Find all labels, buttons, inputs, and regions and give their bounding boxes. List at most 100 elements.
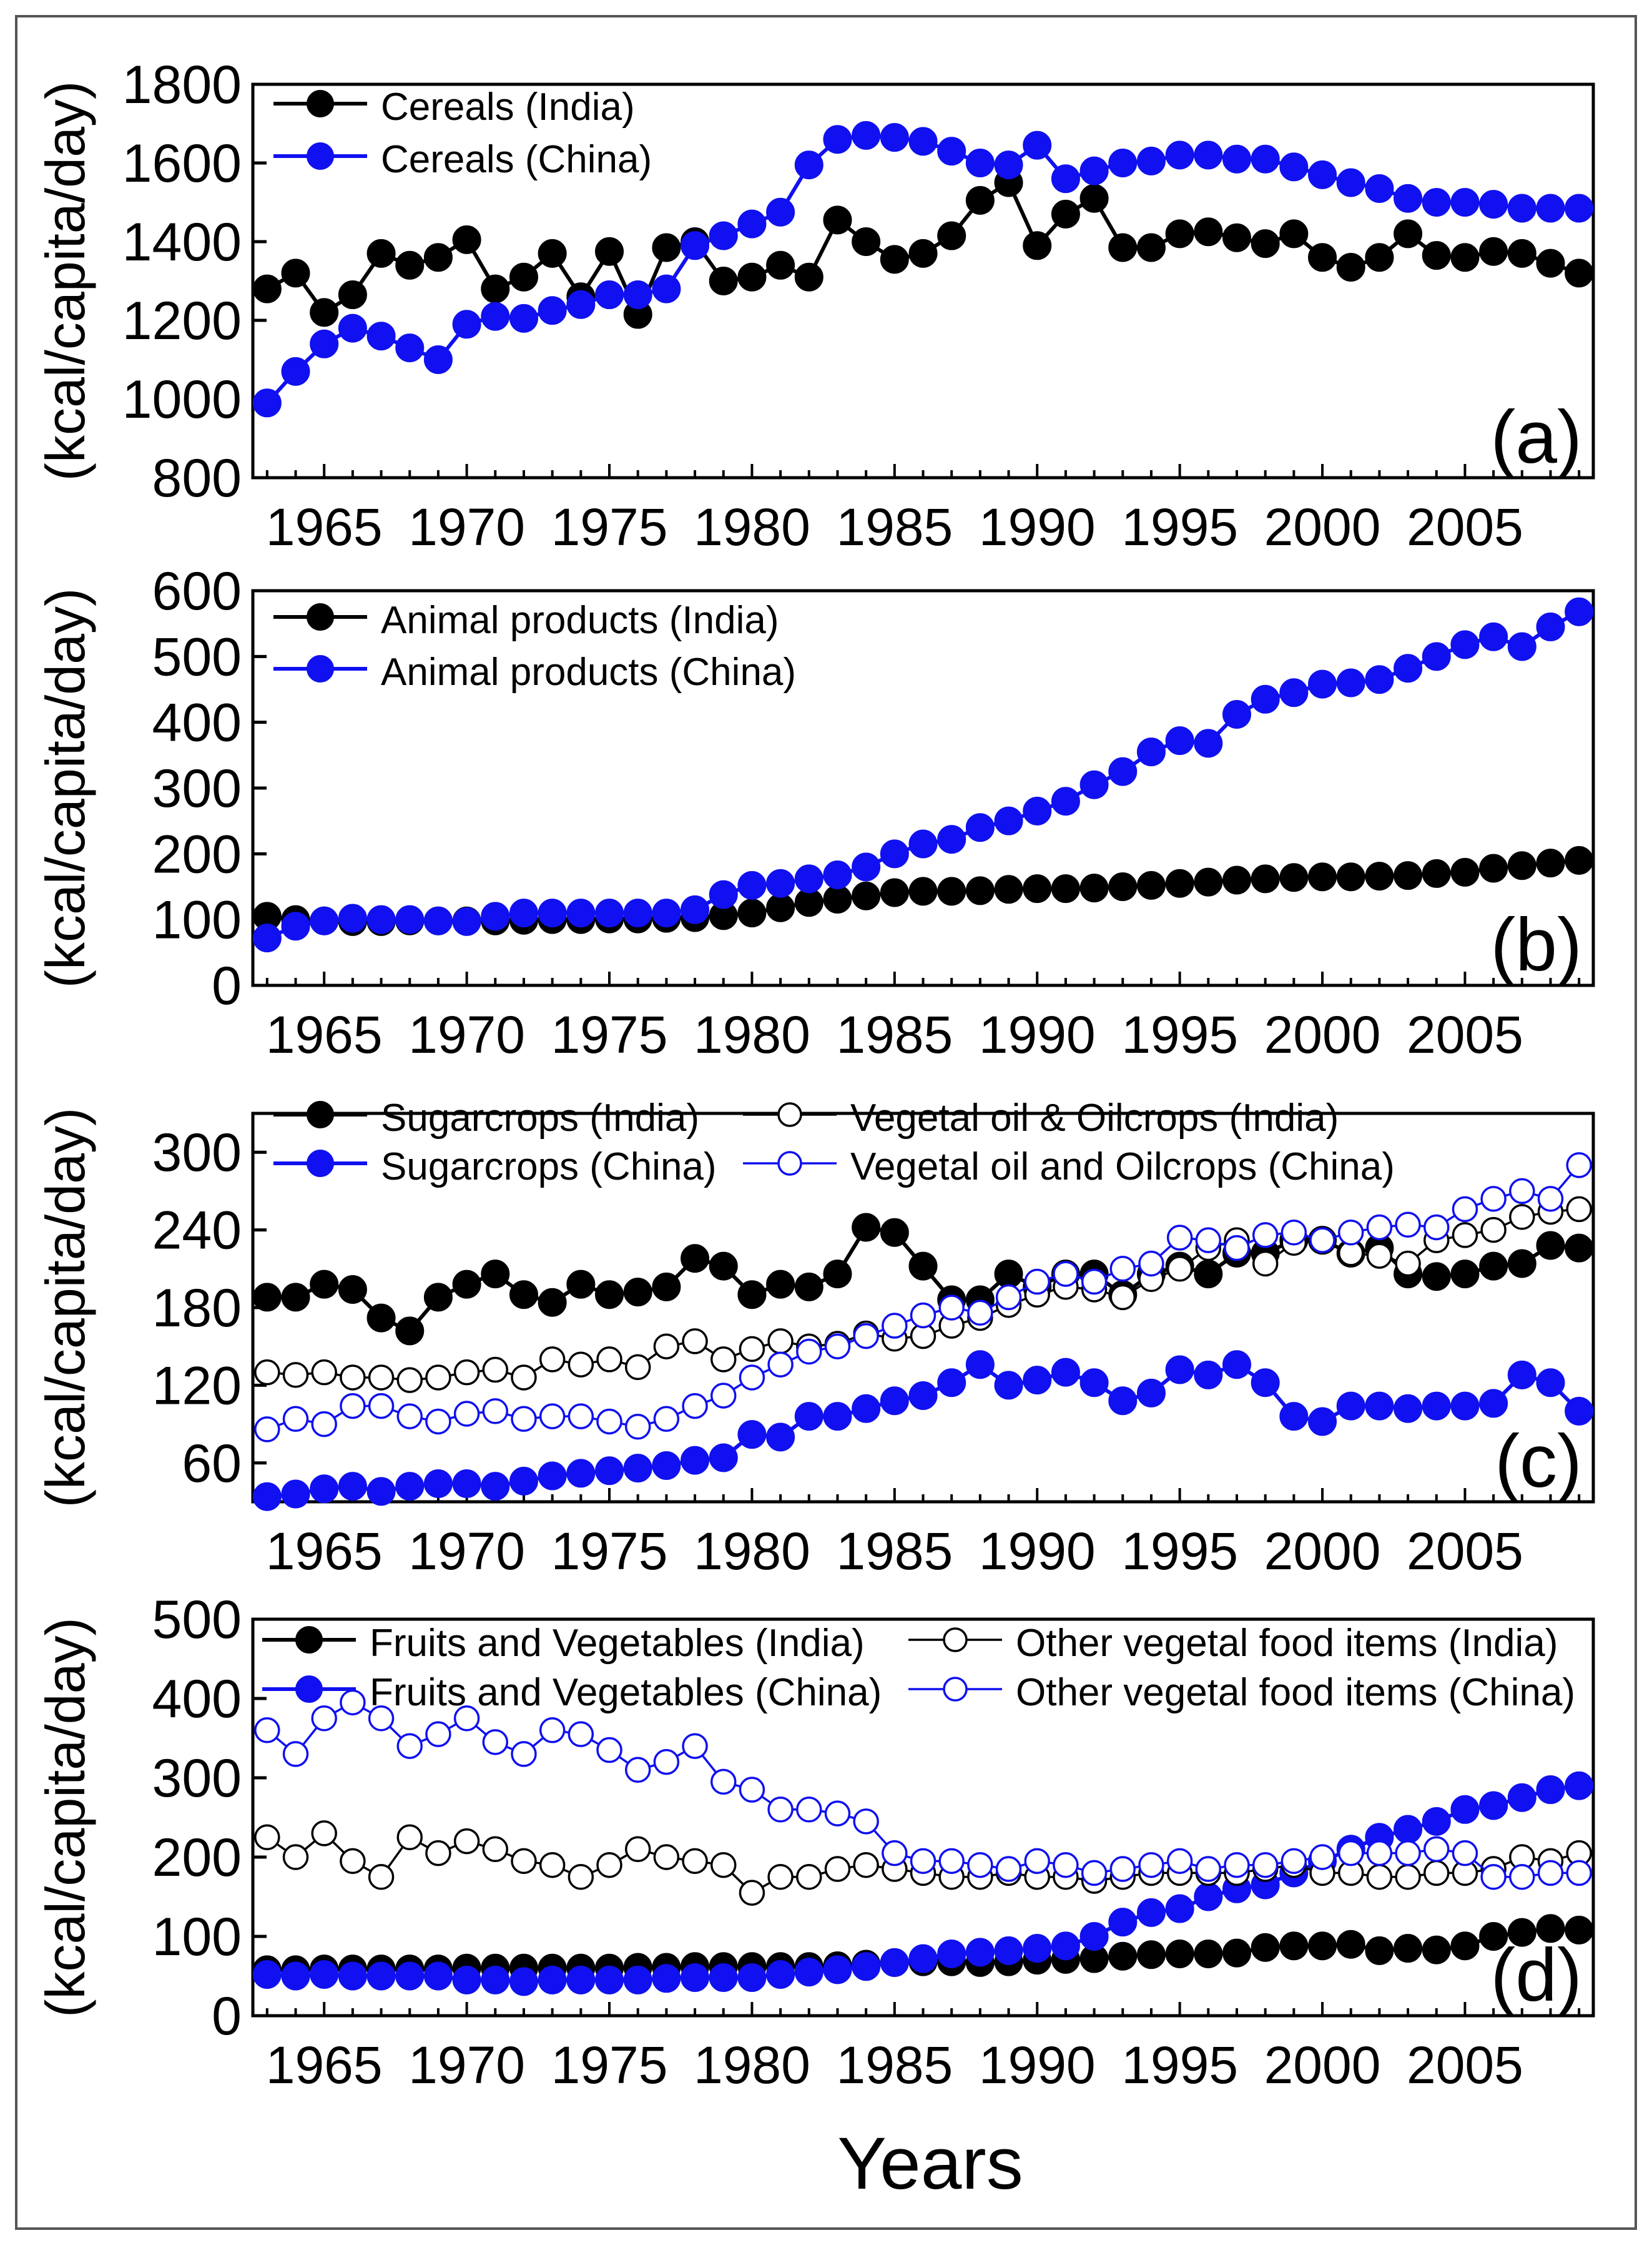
data-point xyxy=(395,1316,425,1346)
data-point xyxy=(539,1346,566,1373)
data-point xyxy=(566,1459,596,1488)
data-point xyxy=(766,250,795,280)
data-point xyxy=(1537,1860,1564,1886)
data-point xyxy=(481,1260,510,1289)
data-point xyxy=(1252,1851,1279,1878)
data-point xyxy=(595,1965,624,1994)
data-point xyxy=(282,1362,309,1388)
y-tick-label: 400 xyxy=(152,693,242,753)
data-point xyxy=(481,1472,510,1501)
data-point xyxy=(1422,859,1451,888)
x-tick-label: 1990 xyxy=(979,1005,1096,1064)
data-point xyxy=(1450,1795,1480,1824)
series-2 xyxy=(252,121,1594,418)
data-point xyxy=(310,906,339,935)
data-point xyxy=(995,1284,1022,1311)
y-tick-label: 0 xyxy=(212,1986,242,2046)
data-point xyxy=(1366,1243,1393,1269)
data-point xyxy=(568,1351,594,1378)
data-point xyxy=(937,825,966,854)
data-point xyxy=(1394,1394,1423,1423)
data-point xyxy=(653,1406,680,1432)
data-point xyxy=(681,1244,710,1273)
legend-entry: Animal products (China) xyxy=(273,651,796,694)
legend-entry: Vegetal oil & Oilcrops (India) xyxy=(743,1097,1339,1140)
data-point xyxy=(1108,1386,1138,1416)
data-point xyxy=(1479,1922,1508,1951)
data-point xyxy=(452,310,481,339)
data-point xyxy=(1422,1262,1451,1291)
data-point xyxy=(395,333,425,363)
data-point xyxy=(1479,190,1508,219)
data-point xyxy=(653,1333,680,1359)
x-tick-label: 2000 xyxy=(1264,498,1381,556)
legend-swatch-marker xyxy=(777,1102,802,1127)
data-point xyxy=(254,1416,280,1442)
legend-label: Animal products (China) xyxy=(381,651,796,694)
x-tick-label: 1965 xyxy=(266,1522,383,1580)
data-point xyxy=(1138,1851,1164,1878)
data-point xyxy=(596,1408,622,1435)
data-point xyxy=(395,1472,425,1501)
data-point xyxy=(1365,1936,1394,1965)
x-tick-label: 1975 xyxy=(551,1522,668,1580)
data-point xyxy=(310,298,339,327)
data-point xyxy=(1138,1250,1164,1277)
x-tick-label: 1965 xyxy=(266,1005,383,1064)
legend-swatch-marker xyxy=(295,1626,323,1654)
x-tick-label: 1975 xyxy=(551,1005,668,1064)
data-point xyxy=(652,1451,681,1480)
data-point xyxy=(796,1338,822,1365)
data-point xyxy=(1422,1935,1451,1965)
data-point xyxy=(1109,1856,1136,1882)
legend-swatch-marker xyxy=(307,142,334,170)
y-tick-label: 100 xyxy=(152,1907,242,1967)
data-point xyxy=(1423,1214,1450,1241)
data-point xyxy=(852,881,881,910)
data-point xyxy=(967,1851,993,1878)
data-point xyxy=(1081,1268,1108,1295)
data-point xyxy=(1365,862,1394,891)
data-point xyxy=(937,1368,966,1398)
data-point xyxy=(538,1965,567,1994)
data-point xyxy=(1536,1231,1565,1260)
data-point xyxy=(852,1952,881,1981)
data-point xyxy=(1536,1775,1565,1805)
x-tick-label: 2000 xyxy=(1264,1005,1381,1064)
data-point xyxy=(482,1356,509,1383)
data-point xyxy=(252,1482,282,1511)
data-point xyxy=(1281,1848,1307,1875)
data-point xyxy=(852,227,881,256)
data-point xyxy=(452,1469,481,1498)
data-point xyxy=(1566,1196,1592,1223)
data-point xyxy=(368,1705,395,1732)
data-point xyxy=(1507,194,1536,223)
data-point xyxy=(1452,1196,1478,1223)
data-point xyxy=(1565,194,1594,223)
x-tick-label: 1985 xyxy=(836,1522,953,1580)
data-point xyxy=(1450,1931,1480,1961)
data-point xyxy=(1566,1152,1592,1178)
x-tick-label: 1970 xyxy=(408,1522,525,1580)
data-point xyxy=(1366,1214,1393,1241)
y-tick-label: 400 xyxy=(152,1669,242,1729)
data-point xyxy=(1565,845,1594,875)
data-point xyxy=(282,1406,309,1432)
legend-entry: Other vegetal food items (India) xyxy=(908,1622,1558,1665)
data-point xyxy=(1279,152,1309,182)
data-point xyxy=(368,1864,395,1890)
x-tick-label: 1970 xyxy=(408,2036,525,2094)
y-tick-label: 1400 xyxy=(122,212,242,272)
data-point xyxy=(596,1737,622,1763)
legend-swatch-marker xyxy=(307,655,334,683)
data-point xyxy=(1109,1256,1136,1282)
data-point xyxy=(1251,1933,1280,1962)
data-point xyxy=(1336,862,1365,892)
data-point xyxy=(1224,1235,1250,1261)
data-point xyxy=(1252,1250,1279,1277)
y-tick-label: 800 xyxy=(152,448,242,508)
data-point xyxy=(796,1797,822,1823)
data-point xyxy=(425,1840,451,1866)
data-point xyxy=(1194,1260,1223,1289)
